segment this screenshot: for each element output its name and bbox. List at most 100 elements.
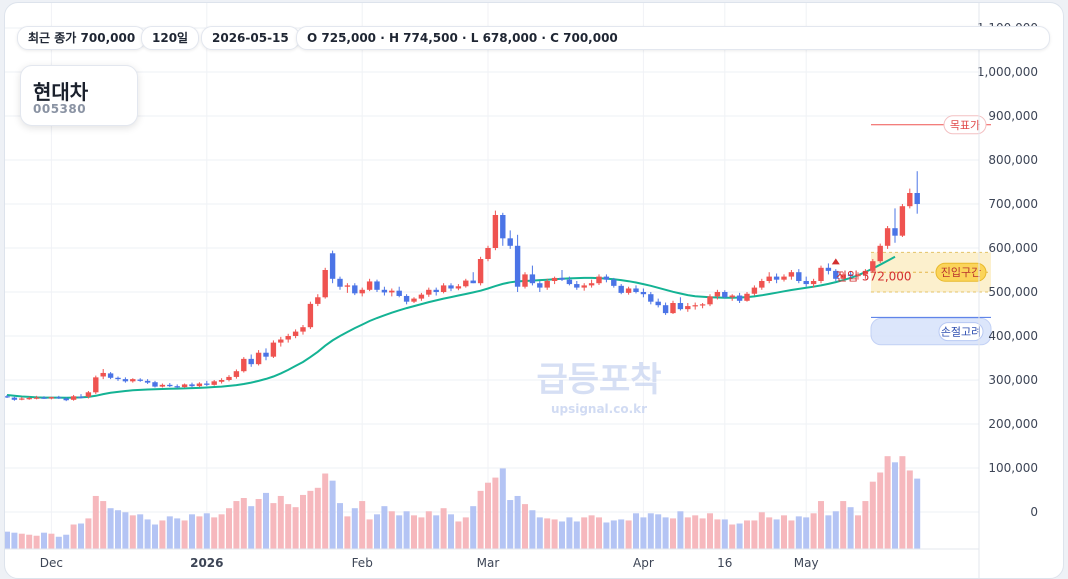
watermark-title: 급등포착 [536,360,661,400]
volume-bar [758,512,765,549]
candle [685,303,691,312]
volume-bar [144,519,151,549]
candle [714,289,721,300]
candle-body [63,398,69,401]
price-tick-label: 700,000 [988,197,1038,211]
candle-body [744,293,750,301]
candle [907,188,913,209]
candle [115,376,121,381]
candle-body [396,290,402,296]
candle-body [218,380,225,382]
candle-body [847,274,854,277]
volume-bar [240,498,247,549]
candle [781,274,787,282]
volume-bar [751,520,758,549]
candle-body [736,295,743,301]
volume-bar [359,501,366,549]
candle-body [677,303,684,310]
candle-body [78,396,84,398]
candle [144,379,151,384]
volume-bar [729,524,736,549]
candle-body [196,383,203,387]
volume-bar [914,478,921,549]
price-tick-label: 1,000,000 [977,65,1038,79]
candle-body [914,193,920,204]
volume-bar [573,521,580,549]
volume-bar [692,515,699,549]
volume-bar [855,515,861,549]
time-tick-label: Apr [633,556,654,570]
time-tick-label: Mar [477,556,500,570]
volume-bar [18,533,25,549]
price-tick-label: 800,000 [988,153,1038,167]
candle-body [5,396,10,398]
candle [566,276,573,286]
volume-bar [714,519,721,549]
volume-bar [322,473,329,549]
volume-bar [403,511,410,549]
candle-body [803,281,809,285]
candle-body [707,296,713,305]
candle-body [825,267,832,271]
candle-body [107,373,114,378]
price-tick-label: 900,000 [988,109,1038,123]
candle [588,279,595,288]
candle-body [685,306,691,310]
volume-bar [514,495,521,549]
candle-body [433,289,439,292]
time-tick-label: Feb [352,556,373,570]
volume-bar [581,517,588,549]
candle [662,302,669,315]
candle [574,281,580,290]
candle [514,234,521,292]
candle [455,284,462,291]
candle-body [485,248,491,259]
volume-bar [248,506,255,549]
price-tick-label: 300,000 [988,373,1038,387]
volume-bar [100,501,107,549]
volume-bar [832,511,839,549]
candle [396,286,402,298]
stop-badge-bg [938,322,984,342]
candle [70,394,77,401]
stop-badge-text: 손절고려 [941,326,981,339]
candle [803,276,809,287]
candle [692,302,698,310]
candle-body [137,379,143,381]
candle-body [374,281,380,290]
watermark: 급등포착 upsignal.co.kr [536,360,661,416]
candle-body [233,371,240,377]
candle [625,286,632,295]
candle [884,226,891,249]
candle-body [33,397,40,399]
volume-bar [448,514,454,549]
volume-bar [41,532,47,549]
price-tick-label: 400,000 [988,329,1038,343]
candle [877,243,883,263]
volume-bar [189,514,195,549]
candle [389,288,395,297]
candle-body [781,276,787,280]
candle [411,297,417,303]
volume-bar [129,515,136,549]
candle-body [648,294,654,302]
candle-body [640,292,647,295]
volume-bar [773,519,780,549]
candle-body [426,289,432,295]
candle [914,171,920,214]
candle-body [529,274,536,284]
candle [366,278,373,292]
volume-bar [781,515,787,549]
period-badge[interactable]: 120일 [141,26,200,50]
volume-bar [85,518,92,549]
price-tick-label: 200,000 [988,417,1038,431]
volume-bar [337,503,343,549]
volume-bar [152,524,158,549]
volume-bar [285,504,292,549]
volume-bar [536,517,543,549]
candle-body [596,276,602,284]
volume-bar [300,494,306,549]
candle-body [899,206,906,236]
candle [315,294,321,307]
